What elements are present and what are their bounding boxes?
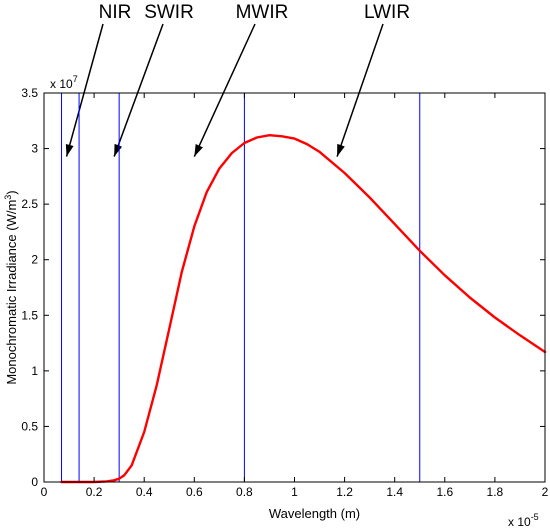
y-tick-label: 2 <box>31 253 38 267</box>
annotation-arrowhead-nir <box>65 143 74 157</box>
annotation-arrow-swir <box>113 23 164 157</box>
y-tick-label: 1 <box>31 364 38 378</box>
annotation-arrow-lwir <box>336 23 384 157</box>
y-tick-label: 0 <box>31 475 38 489</box>
annotations-group: NIR SWIR MWIR LWIR <box>65 2 410 157</box>
y-tick-label: 0.5 <box>21 419 38 433</box>
annotation-label-nir: NIR <box>99 2 132 23</box>
y-axis-label: Monochromatic Irradiance (W/m3) <box>3 190 19 384</box>
x-tick-label: 0.2 <box>86 485 103 499</box>
x-tick-label: 1.8 <box>487 485 504 499</box>
x-exponent-label: x 10-5 <box>508 512 539 528</box>
x-tick-label: 1.2 <box>336 485 353 499</box>
x-tick-label: 2 <box>542 485 549 499</box>
annotation-arrowhead-lwir <box>337 143 345 157</box>
y-tick-label: 2.5 <box>21 197 38 211</box>
y-tick-label: 1.5 <box>21 308 38 322</box>
x-tick-label: 0 <box>41 485 48 499</box>
plot-group <box>60 93 547 484</box>
annotation-arrow-mwir <box>193 23 256 157</box>
annotation-arrowhead-mwir <box>194 143 203 157</box>
x-tick-label: 1.6 <box>436 485 453 499</box>
x-tick-label: 0.6 <box>186 485 203 499</box>
irradiance-curve <box>60 133 547 484</box>
x-tick-label: 0.8 <box>236 485 253 499</box>
annotation-arrowhead-swir <box>114 143 123 157</box>
y-exponent-label: x 107 <box>50 74 78 91</box>
axes-group: 0 0.2 0.4 0.6 0.8 1 1.2 1.4 1.6 1.8 2 0 0.5 1 1.5 2 2.5 3… <box>3 74 549 528</box>
x-tick-label: 1.4 <box>386 485 403 499</box>
x-tick-label: 0.4 <box>136 485 153 499</box>
x-tick-label: 1 <box>291 485 298 499</box>
x-axis-label: Wavelength (m) <box>269 506 360 521</box>
annotation-arrow-nir <box>65 23 104 157</box>
y-tick-label: 3 <box>31 142 38 156</box>
annotation-label-lwir: LWIR <box>364 2 410 23</box>
y-tick-label: 3.5 <box>21 86 38 100</box>
annotation-label-mwir: MWIR <box>236 2 289 23</box>
annotation-label-swir: SWIR <box>144 2 194 23</box>
